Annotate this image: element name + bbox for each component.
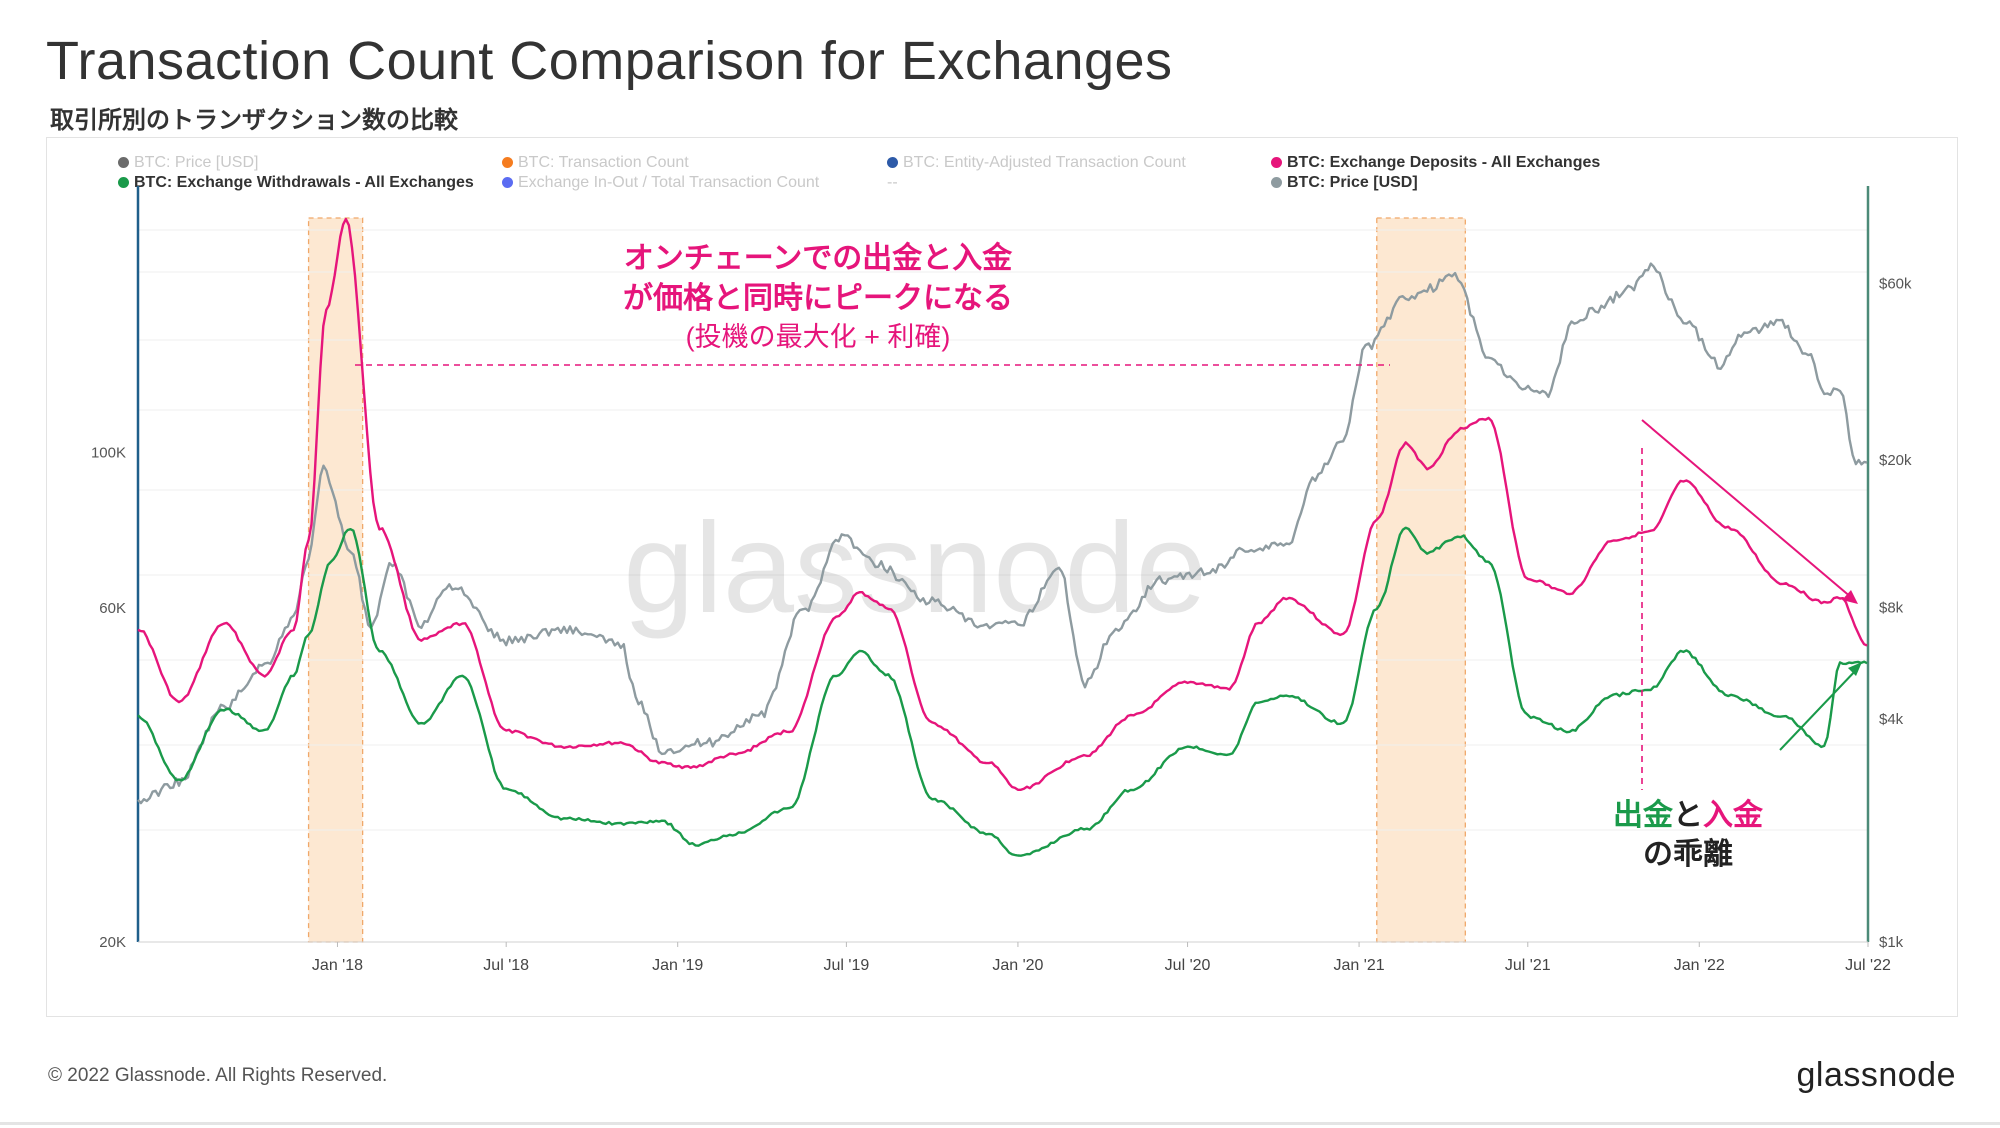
legend-label: -- — [887, 174, 898, 191]
legend-item[interactable]: Exchange In-Out / Total Transaction Coun… — [502, 174, 819, 192]
x-tick-label: Jul '18 — [483, 957, 529, 974]
legend-item[interactable]: BTC: Price [USD] — [1271, 174, 1418, 192]
y-right-tick-label: $8k — [1879, 600, 1904, 617]
legend-item[interactable]: BTC: Exchange Withdrawals - All Exchange… — [118, 174, 474, 192]
legend-dot-icon — [118, 177, 129, 188]
legend-label: BTC: Exchange Deposits - All Exchanges — [1287, 154, 1601, 171]
series-lines — [137, 217, 1868, 857]
grid-lines — [138, 229, 1868, 831]
chart-subtitle: 取引所別のトランザクション数の比較 — [50, 107, 458, 134]
y-right-tick-label: $1k — [1879, 934, 1904, 951]
highlight-periods — [307, 217, 1466, 943]
y-right-tick-label: $4k — [1879, 711, 1904, 728]
x-tick-label: Jan '21 — [1334, 957, 1385, 974]
legend-dot-icon — [887, 157, 898, 168]
legend-dot-icon — [502, 177, 513, 188]
deposit-trend-arrowhead — [1842, 590, 1858, 604]
highlight-period — [307, 217, 364, 943]
price-line — [137, 262, 1868, 805]
legend-label: BTC: Entity-Adjusted Transaction Count — [903, 154, 1186, 171]
annotation-withdrawal-word: 出金 — [1613, 798, 1674, 832]
deposit-trend-arrow — [1641, 419, 1853, 599]
y-left-tick-label: 100K — [91, 444, 126, 461]
axes: 20K 60K 100K $1k $4k $8k $20k $60k Jan '18 Jul '1… — [91, 186, 1912, 974]
chart-title: Transaction Count Comparison for Exchang… — [46, 31, 1173, 91]
deposits-line — [137, 217, 1868, 791]
legend-dot-icon — [1271, 157, 1282, 168]
y-left-tick-label: 20K — [99, 934, 126, 951]
legend-item[interactable]: -- — [887, 174, 898, 192]
legend-label: BTC: Exchange Withdrawals - All Exchange… — [134, 174, 474, 191]
annotation-peak-line2: が価格と同時にピークになる — [623, 281, 1013, 315]
copyright-footer: © 2022 Glassnode. All Rights Reserved. — [48, 1065, 388, 1086]
bottom-divider — [0, 1122, 2000, 1125]
y-right-tick-label: $60k — [1879, 275, 1912, 292]
annotation-deposit-word: 入金 — [1703, 798, 1764, 832]
legend-label: BTC: Transaction Count — [518, 154, 689, 171]
x-tick-label: Jul '22 — [1845, 957, 1891, 974]
x-tick-label: Jan '20 — [992, 957, 1043, 974]
annotation-divergence-line1: 出金と入金 — [1613, 798, 1764, 832]
legend-label: Exchange In-Out / Total Transaction Coun… — [518, 174, 820, 191]
legend-item[interactable]: BTC: Price [USD] — [118, 154, 258, 172]
x-tick-label: Jan '19 — [652, 957, 703, 974]
legend-dot-icon — [1271, 177, 1282, 188]
x-tick-label: Jul '21 — [1505, 957, 1551, 974]
annotation-peak-line1: オンチェーンでの出金と入金 — [624, 241, 1013, 275]
brand-logo: glassnode — [1796, 1056, 1956, 1094]
legend-dot-icon — [502, 157, 513, 168]
x-tick-label: Jul '20 — [1165, 957, 1211, 974]
withdrawal-trend-arrowhead — [1848, 662, 1862, 676]
annotation-and-word: と — [1673, 799, 1703, 832]
x-tick-label: Jul '19 — [824, 957, 870, 974]
legend-dot-icon — [118, 157, 129, 168]
annotations: オンチェーンでの出金と入金 が価格と同時にピークになる (投機の最大化 + 利確… — [355, 241, 1862, 871]
legend-item[interactable]: BTC: Entity-Adjusted Transaction Count — [887, 154, 1186, 172]
withdrawal-trend-arrow — [1779, 667, 1859, 751]
x-tick-label: Jan '18 — [312, 957, 363, 974]
legend-label: BTC: Price [USD] — [134, 154, 259, 171]
watermark: glassnode — [623, 497, 1207, 640]
withdrawals-line — [137, 526, 1868, 857]
x-tick-label: Jan '22 — [1674, 957, 1725, 974]
annotation-divergence-line2: の乖離 — [1643, 837, 1733, 871]
chart-panel — [46, 137, 1958, 1017]
annotation-peak-line3: (投機の最大化 + 利確) — [686, 322, 951, 352]
y-right-tick-label: $20k — [1879, 452, 1912, 469]
legend-item[interactable]: BTC: Transaction Count — [502, 154, 689, 172]
highlight-period — [1376, 217, 1466, 943]
legend-item[interactable]: BTC: Exchange Deposits - All Exchanges — [1271, 154, 1600, 172]
legend-label: BTC: Price [USD] — [1287, 174, 1418, 191]
y-left-tick-label: 60K — [99, 600, 126, 617]
